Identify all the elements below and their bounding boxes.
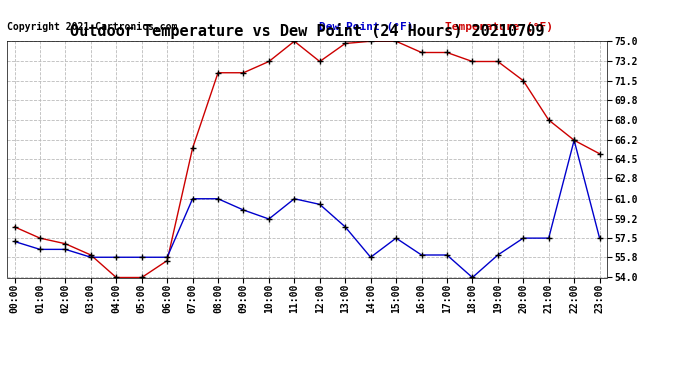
- Text: Copyright 2021 Cartronics.com: Copyright 2021 Cartronics.com: [7, 22, 177, 32]
- Title: Outdoor Temperature vs Dew Point (24 Hours) 20210709: Outdoor Temperature vs Dew Point (24 Hou…: [70, 23, 544, 39]
- Text: Temperature (°F): Temperature (°F): [445, 22, 553, 32]
- Text: Dew Point (°F): Dew Point (°F): [319, 22, 413, 32]
